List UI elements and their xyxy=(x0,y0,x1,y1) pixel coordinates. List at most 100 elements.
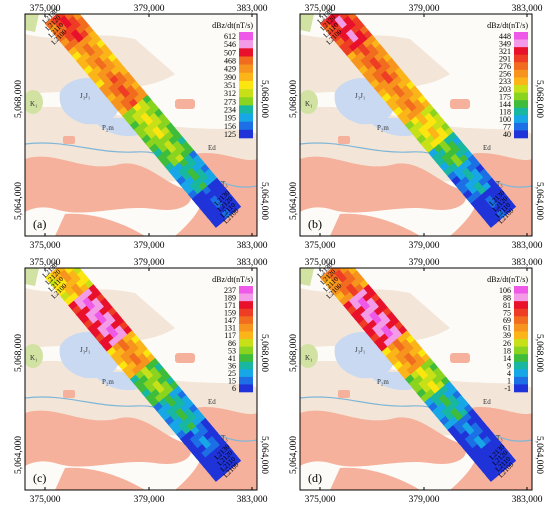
legend-value: 276 xyxy=(499,62,511,71)
geology-unit-green-north xyxy=(25,14,39,32)
y-tick-right: 5,068,000 xyxy=(259,80,269,118)
legend-swatch xyxy=(239,301,253,310)
survey-swath xyxy=(44,268,242,482)
legend-swatch xyxy=(514,62,528,71)
legend-value: 36 xyxy=(228,362,236,371)
legend-swatch xyxy=(239,339,253,347)
legend-value: 321 xyxy=(499,47,511,56)
legend-value: 233 xyxy=(499,77,511,86)
legend-title: dBz/dt(nT/s) xyxy=(212,275,253,284)
geology-unit-pink-south xyxy=(330,213,420,236)
legend-value: 4 xyxy=(507,369,511,378)
x-tick-top: 379,000 xyxy=(134,258,165,268)
legend-value: 273 xyxy=(224,97,236,106)
x-tick-top: 383,000 xyxy=(237,4,268,14)
x-tick-top: 379,000 xyxy=(409,258,440,268)
geology-label-k1: K₁ xyxy=(30,354,38,362)
swath-cell xyxy=(211,217,222,228)
legend-swatch xyxy=(239,361,253,370)
legend-value: 131 xyxy=(224,324,236,333)
y-tick-right: 5,064,000 xyxy=(259,182,269,220)
legend-value: 147 xyxy=(224,316,236,325)
legend-swatch xyxy=(514,54,528,63)
x-tick-top: 375,000 xyxy=(30,258,61,268)
legend-swatch xyxy=(514,339,528,347)
geology-label-ed: Ed xyxy=(208,144,216,152)
legend-value: 86 xyxy=(228,339,236,348)
legend-swatch xyxy=(239,384,253,393)
legend-value: 88 xyxy=(503,293,511,302)
legend-value: 40 xyxy=(503,130,511,139)
legend-swatch xyxy=(514,316,528,325)
legend-swatch xyxy=(239,323,253,332)
legend-value: 234 xyxy=(224,105,236,114)
legend-swatch xyxy=(514,32,528,40)
legend-swatch xyxy=(239,32,253,41)
y-tick-left: 5,068,000 xyxy=(289,334,299,372)
legend-value: 175 xyxy=(499,92,511,101)
legend-title: dBz/dt(nT/s) xyxy=(487,21,528,30)
swath-cell xyxy=(486,471,497,482)
legend-swatch xyxy=(514,92,528,101)
geology-label-ed: Ed xyxy=(483,144,491,152)
legend-value: 69 xyxy=(503,316,511,325)
legend-value: 144 xyxy=(499,100,511,109)
x-tick-bottom: 375,000 xyxy=(30,241,61,251)
legend-value: 81 xyxy=(503,301,511,310)
geology-unit-pink-small xyxy=(175,99,195,109)
geology-label-k1: K₁ xyxy=(305,100,313,108)
geology-unit-pink-small-2 xyxy=(63,136,75,144)
x-tick-bottom: 379,000 xyxy=(409,495,440,505)
geology-unit-pink xyxy=(25,410,191,467)
legend-swatch xyxy=(239,113,253,122)
y-tick-left: 5,068,000 xyxy=(289,80,299,118)
legend-swatch xyxy=(514,354,528,363)
y-tick-right: 5,068,000 xyxy=(534,334,544,372)
geology-label-t3: T₃ xyxy=(221,434,228,442)
x-tick-top: 379,000 xyxy=(409,4,440,14)
legend-swatch xyxy=(514,69,528,78)
map-svg-b: K₁J₃J₁P₂mEdT₃L2130L2130L2120L2120L2110L2… xyxy=(289,4,544,251)
legend-value: 77 xyxy=(503,123,511,132)
legend-swatch xyxy=(514,130,528,139)
x-tick-bottom: 375,000 xyxy=(30,495,61,505)
legend-value: 125 xyxy=(224,130,236,139)
legend-swatch xyxy=(239,64,253,74)
legend-swatch xyxy=(514,85,528,93)
x-tick-top: 383,000 xyxy=(512,4,543,14)
legend-swatch xyxy=(514,346,528,355)
panel-label: (a) xyxy=(33,217,46,231)
map-svg-a: K₁J₃J₁P₂mEdT₃L2130L2130L2120L2120L2110L2… xyxy=(14,4,269,251)
map-frame xyxy=(24,13,258,237)
legend-value: 106 xyxy=(499,286,511,295)
geology-label-pm: P₂m xyxy=(377,124,389,132)
x-tick-top: 383,000 xyxy=(512,258,543,268)
geology-unit-green-north xyxy=(300,14,314,32)
legend-swatch xyxy=(239,286,253,294)
legend-value: 256 xyxy=(499,70,511,79)
geology-unit-pink xyxy=(300,410,466,467)
legend-swatch xyxy=(514,77,528,86)
legend-value: 171 xyxy=(224,301,236,310)
map-svg-c: K₁J₃J₁P₂mEdT₃L2130L2130L2120L2120L2110L2… xyxy=(14,258,269,505)
x-tick-bottom: 379,000 xyxy=(409,241,440,251)
legend-swatch xyxy=(239,105,253,114)
legend-swatch xyxy=(239,316,253,325)
legend-value: 429 xyxy=(224,65,236,74)
legend-value: 159 xyxy=(224,309,236,318)
legend-value: 349 xyxy=(499,39,511,48)
legend-swatch xyxy=(514,331,528,340)
geology-unit-green xyxy=(25,90,43,114)
legend-swatch xyxy=(239,331,253,340)
legend-swatch xyxy=(514,369,528,378)
map-frame xyxy=(24,267,258,491)
legend-value: 351 xyxy=(224,81,236,90)
legend-value: 15 xyxy=(228,377,236,386)
geology-label-ed: Ed xyxy=(208,398,216,406)
legend-value: 156 xyxy=(224,122,236,131)
x-tick-top: 375,000 xyxy=(30,4,61,14)
legend-swatch xyxy=(514,47,528,56)
y-tick-right: 5,064,000 xyxy=(259,436,269,474)
legend-value: 61 xyxy=(503,324,511,333)
y-tick-left: 5,068,000 xyxy=(14,334,24,372)
